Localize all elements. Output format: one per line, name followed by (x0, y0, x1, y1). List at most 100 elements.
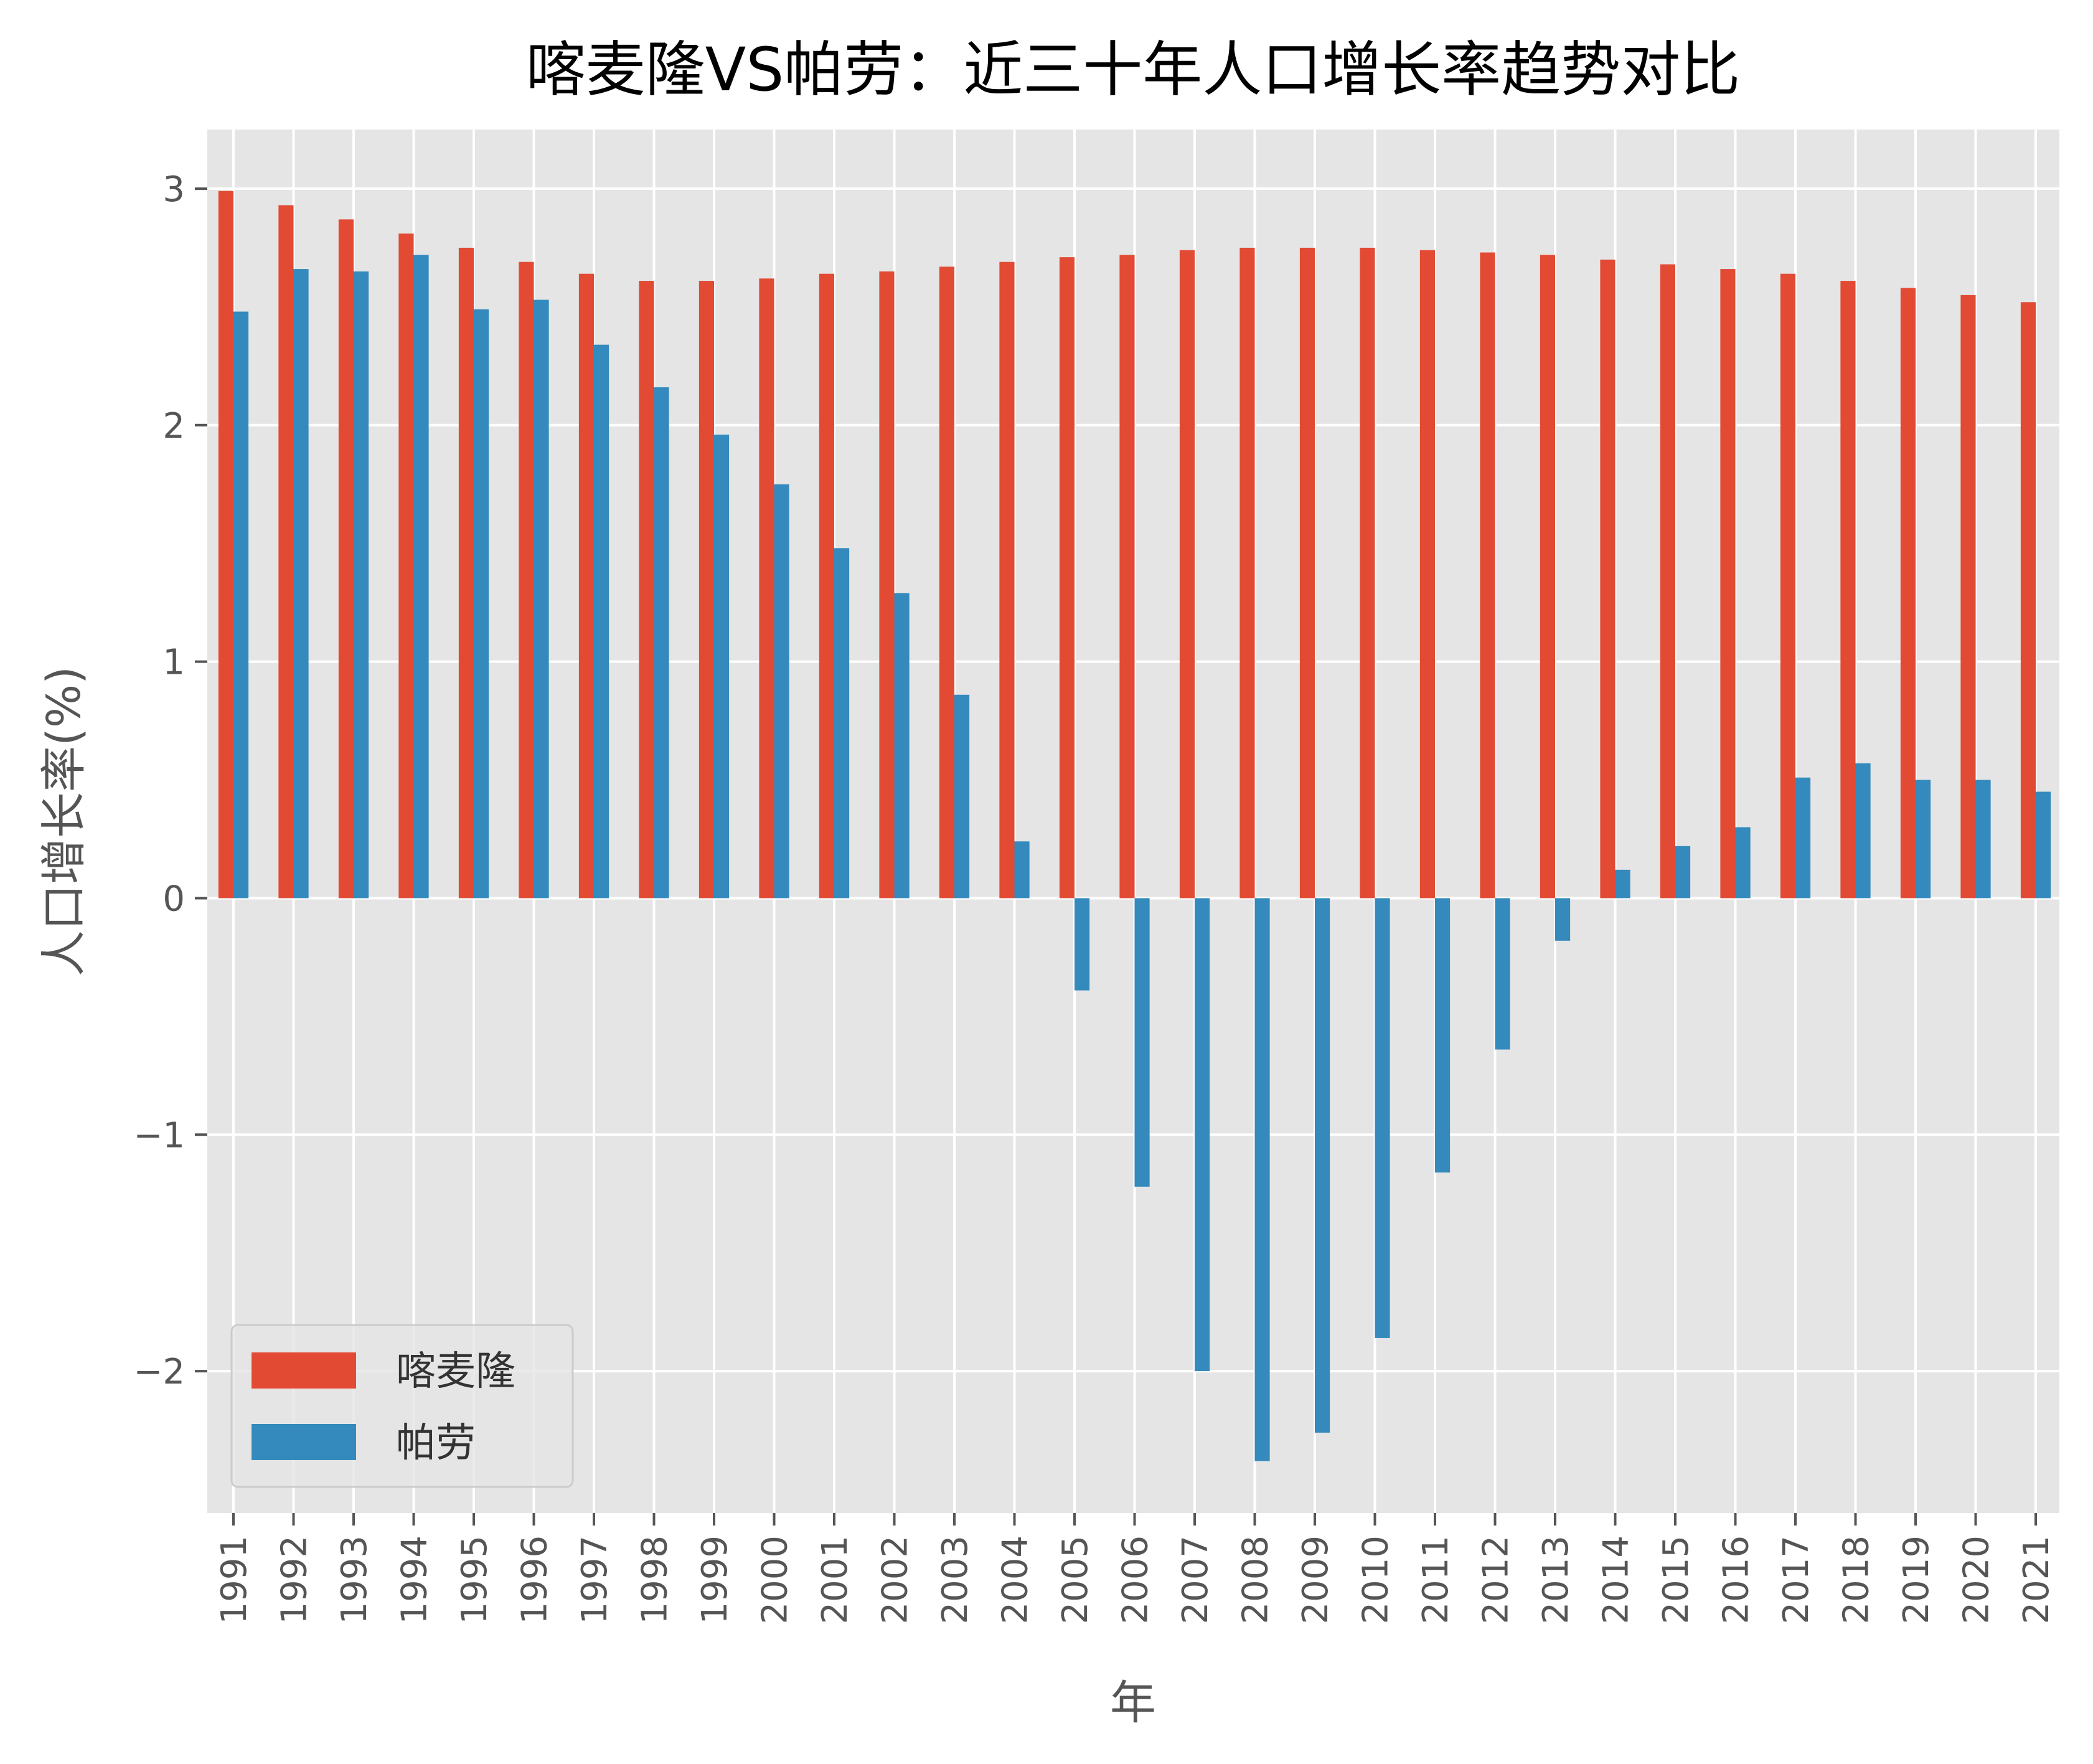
y-tick-label-1: 2 (162, 406, 185, 446)
x-tick-label-2000: 2000 (755, 1535, 796, 1625)
bar-cameroon-2007 (1179, 250, 1195, 899)
bar-palau-2019 (1916, 780, 1931, 899)
y-tick-label-4: −1 (133, 1115, 185, 1156)
x-tick-label-2002: 2002 (875, 1535, 916, 1625)
x-tick-label-1995: 1995 (454, 1535, 495, 1625)
x-tick-label-1998: 1998 (635, 1535, 675, 1625)
bar-palau-2010 (1375, 898, 1390, 1338)
bar-palau-1995 (474, 309, 489, 899)
legend-swatch-palau (252, 1424, 356, 1460)
x-tick-label-2021: 2021 (2016, 1535, 2057, 1625)
x-tick-label-1996: 1996 (515, 1535, 555, 1625)
bar-cameroon-2019 (1900, 288, 1916, 899)
x-tick-label-2014: 2014 (1596, 1535, 1637, 1625)
bar-cameroon-2015 (1660, 264, 1675, 899)
bar-palau-2000 (774, 484, 789, 899)
bar-cameroon-2004 (999, 262, 1015, 899)
bar-palau-2020 (1975, 780, 1991, 899)
bar-palau-1994 (413, 255, 429, 899)
bar-palau-2018 (1855, 763, 1871, 899)
bar-cameroon-1992 (278, 205, 294, 899)
x-tick-label-1993: 1993 (334, 1535, 375, 1625)
bar-palau-2015 (1675, 846, 1691, 899)
bar-palau-1993 (354, 271, 369, 899)
bar-palau-2017 (1795, 777, 1811, 899)
bar-cameroon-2016 (1720, 269, 1736, 899)
bar-palau-2008 (1254, 898, 1270, 1461)
bar-palau-1998 (654, 387, 669, 899)
y-tick-label-2: 1 (162, 643, 185, 683)
bar-palau-2003 (954, 694, 970, 899)
bar-cameroon-1994 (398, 233, 414, 899)
bar-palau-1999 (714, 434, 730, 899)
chart-title: 喀麦隆VS帕劳：近三十年人口增长率趋势对比 (526, 35, 1741, 105)
x-tick-label-2019: 2019 (1896, 1535, 1937, 1625)
bar-palau-1992 (293, 269, 309, 899)
x-tick-label-1992: 1992 (275, 1535, 315, 1625)
bar-palau-2013 (1555, 898, 1571, 941)
x-tick-label-2009: 2009 (1296, 1535, 1336, 1625)
bar-cameroon-2002 (879, 271, 895, 899)
bar-cameroon-1998 (639, 281, 654, 899)
bar-palau-2001 (834, 548, 850, 899)
bar-cameroon-1993 (338, 219, 354, 899)
bar-cameroon-2017 (1780, 273, 1795, 899)
bar-cameroon-2001 (819, 273, 834, 899)
y-tick-label-3: 0 (162, 879, 185, 919)
x-tick-label-1991: 1991 (214, 1535, 255, 1625)
x-tick-label-2016: 2016 (1716, 1535, 1757, 1625)
bar-cameroon-2012 (1480, 252, 1495, 899)
legend-label-cameroon: 喀麦隆 (396, 1349, 515, 1395)
bar-cameroon-2003 (939, 266, 954, 899)
bar-cameroon-1997 (578, 273, 594, 899)
bar-cameroon-1991 (218, 191, 233, 899)
y-tick-label-5: −2 (133, 1352, 185, 1392)
bar-cameroon-1995 (458, 247, 474, 899)
x-tick-label-2010: 2010 (1356, 1535, 1396, 1625)
bar-palau-2005 (1075, 898, 1090, 991)
x-tick-label-2020: 2020 (1957, 1535, 1997, 1625)
bar-palau-1991 (233, 311, 249, 899)
x-tick-label-2018: 2018 (1837, 1535, 1877, 1625)
bar-cameroon-2014 (1600, 259, 1616, 899)
bar-palau-2009 (1315, 898, 1330, 1433)
bar-cameroon-2009 (1299, 247, 1315, 899)
bar-palau-2011 (1435, 898, 1451, 1173)
x-tick-label-2012: 2012 (1476, 1535, 1517, 1625)
bar-palau-2021 (2036, 791, 2051, 899)
bar-cameroon-2013 (1540, 255, 1555, 899)
x-tick-label-2017: 2017 (1776, 1535, 1817, 1625)
bar-cameroon-2020 (1960, 295, 1976, 899)
bar-cameroon-2000 (759, 278, 774, 899)
x-tick-label-2006: 2006 (1116, 1535, 1156, 1625)
bar-cameroon-2010 (1360, 247, 1375, 899)
legend: 喀麦隆 帕劳 (230, 1324, 574, 1488)
x-tick-label-2011: 2011 (1416, 1535, 1456, 1625)
y-axis: 3 2 1 0 −1 −2 (133, 169, 207, 1392)
x-tick-label-2013: 2013 (1536, 1535, 1576, 1625)
legend-label-palau: 帕劳 (396, 1420, 476, 1466)
bar-cameroon-2008 (1239, 247, 1255, 899)
x-tick-label-1999: 1999 (695, 1535, 735, 1625)
bar-cameroon-2011 (1419, 250, 1435, 899)
bar-cameroon-2018 (1840, 281, 1856, 899)
bar-palau-2016 (1735, 827, 1751, 899)
x-tick-label-2007: 2007 (1175, 1535, 1216, 1625)
bar-cameroon-2021 (2020, 302, 2036, 899)
x-tick-label-2015: 2015 (1656, 1535, 1696, 1625)
y-tick-label-0: 3 (162, 169, 185, 210)
bar-palau-2006 (1134, 898, 1150, 1187)
legend-swatch-cameroon (252, 1352, 356, 1389)
y-axis-label: 人口增长率(%) (37, 666, 91, 976)
x-tick-label-1994: 1994 (395, 1535, 435, 1625)
bar-series (218, 191, 2051, 1461)
x-tick-label-2001: 2001 (815, 1535, 855, 1625)
bar-palau-1996 (534, 300, 549, 899)
x-axis-label: 年 (1110, 1676, 1156, 1730)
x-tick-label-2004: 2004 (995, 1535, 1036, 1625)
bar-palau-2002 (894, 593, 910, 899)
bar-palau-2004 (1014, 841, 1030, 899)
x-tick-label-1997: 1997 (575, 1535, 615, 1625)
bar-palau-1997 (594, 344, 609, 899)
